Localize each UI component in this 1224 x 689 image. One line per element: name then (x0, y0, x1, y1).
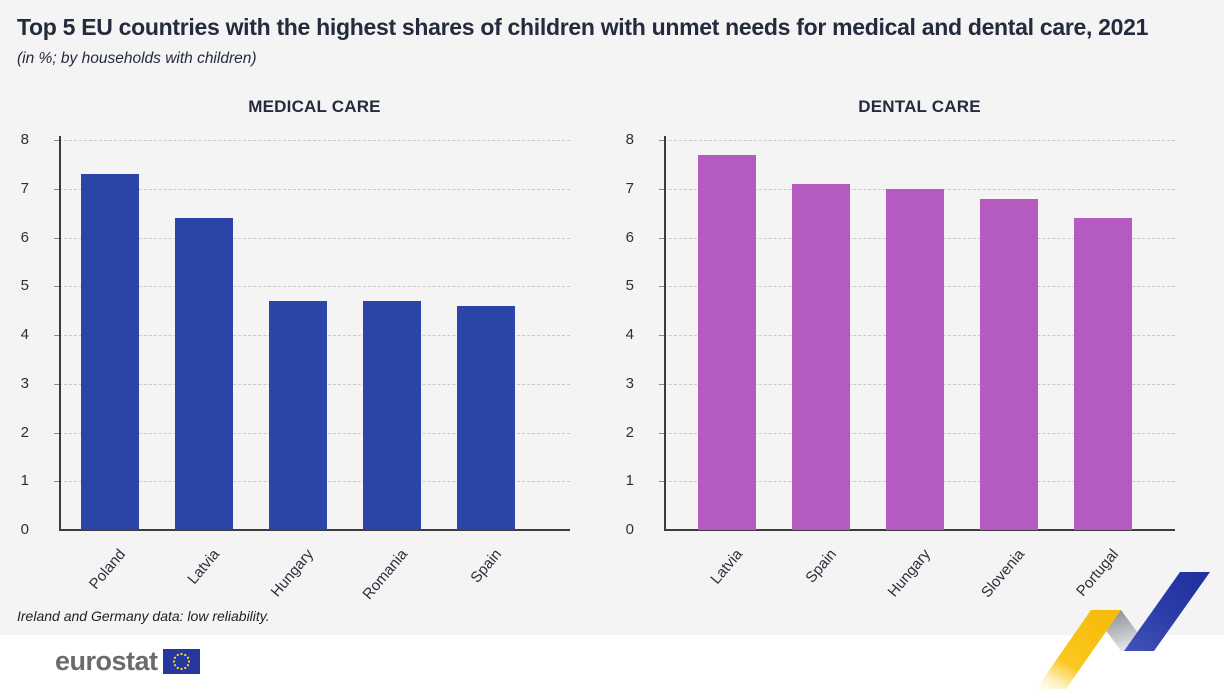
x-axis-line (664, 529, 1175, 531)
bar-slovenia (980, 198, 1038, 530)
x-label-latvia: Latvia (707, 546, 747, 588)
y-tick-label-2: 2 (625, 423, 634, 441)
y-tick-label-5: 5 (625, 277, 634, 295)
bar-latvia (698, 154, 756, 530)
x-label-hungary: Hungary (267, 546, 318, 601)
bar-spain (457, 305, 515, 530)
y-tick-label-3: 3 (625, 374, 634, 392)
axis-tick-y7 (54, 188, 59, 190)
y-tick-label-8: 8 (20, 131, 29, 148)
axis-tick-y2 (54, 432, 59, 434)
x-axis-line (59, 529, 570, 531)
axis-tick-y8 (54, 140, 59, 141)
bar-hungary (886, 188, 944, 530)
page-subtitle: (in %; by households with children) (17, 50, 257, 67)
y-tick-label-0: 0 (20, 521, 29, 538)
axis-tick-y5 (659, 286, 664, 288)
y-tick-label-0: 0 (625, 521, 634, 538)
gridline-y8 (59, 140, 570, 141)
axis-tick-y6 (659, 237, 664, 239)
bar-hungary (269, 300, 327, 530)
axis-tick-y3 (54, 383, 59, 385)
axis-tick-y7 (659, 188, 664, 190)
medical-care-chart: 0 1 2 3 4 5 6 7 8 Poland Latvia Hungary Romania Spain (21, 131, 570, 603)
y-tick-label-2: 2 (20, 423, 29, 441)
x-label-latvia: Latvia (184, 546, 224, 588)
axis-tick-y5 (54, 286, 59, 288)
page-title: Top 5 EU countries with the highest shar… (17, 14, 1149, 40)
bar-romania (363, 300, 421, 530)
axis-tick-y8 (659, 140, 664, 141)
x-label-slovenia: Slovenia (978, 546, 1029, 602)
gridline-y5 (59, 286, 570, 288)
axis-tick-y2 (659, 432, 664, 434)
y-tick-label-1: 1 (20, 472, 29, 490)
axis-tick-y1 (54, 481, 59, 483)
bar-latvia (175, 218, 233, 530)
eu-flag-icon (162, 649, 200, 674)
y-tick-label-7: 7 (625, 179, 634, 197)
eurostat-zigzag-motif-icon (1036, 572, 1210, 689)
axis-tick-y4 (659, 335, 664, 336)
gridline-y7 (59, 188, 570, 190)
dental-care-chart: 0 1 2 3 4 5 6 7 8 Latvia Spain Hungary Slovenia Portu… (626, 131, 1175, 601)
eurostat-wordmark: eurostat (55, 646, 158, 676)
bar-portugal (1074, 218, 1132, 530)
eurostat-logo: eurostat (55, 648, 200, 675)
axis-tick-y3 (659, 383, 664, 385)
bar-spain (792, 183, 850, 530)
axis-tick-y4 (54, 335, 59, 336)
y-tick-label-4: 4 (20, 326, 29, 343)
chart-title-medical: MEDICAL CARE (248, 97, 381, 116)
footer-strip (0, 635, 1224, 689)
axis-tick-y6 (54, 237, 59, 239)
y-tick-label-5: 5 (20, 277, 29, 295)
y-tick-label-4: 4 (625, 326, 634, 343)
chart-title-dental: DENTAL CARE (858, 97, 981, 116)
x-label-spain: Spain (467, 546, 506, 587)
y-axis-line (664, 136, 666, 530)
x-label-romania: Romania (359, 546, 412, 603)
axis-tick-y1 (659, 481, 664, 483)
gridline-y6 (59, 237, 570, 239)
gridline-y8 (664, 140, 1175, 141)
y-tick-label-1: 1 (625, 472, 634, 490)
y-axis-line (59, 136, 61, 530)
y-tick-label-6: 6 (20, 228, 29, 246)
y-tick-label-3: 3 (20, 374, 29, 392)
x-label-spain: Spain (802, 546, 841, 587)
x-label-hungary: Hungary (884, 546, 935, 601)
bar-poland (81, 174, 139, 530)
reliability-footnote: Ireland and Germany data: low reliabilit… (17, 608, 270, 624)
y-tick-label-8: 8 (625, 131, 634, 148)
x-label-poland: Poland (85, 546, 130, 593)
y-tick-label-6: 6 (625, 228, 634, 246)
y-tick-label-7: 7 (20, 179, 29, 197)
